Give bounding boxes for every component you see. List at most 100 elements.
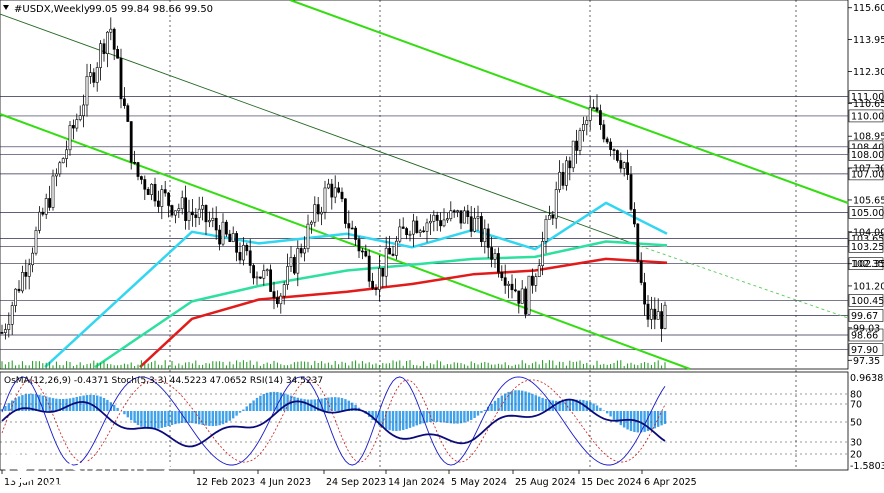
candle-body: [218, 229, 222, 245]
candle-body: [180, 197, 184, 210]
candle-body: [119, 57, 123, 100]
candle-body: [150, 183, 154, 195]
indicator-plots: [0, 376, 667, 466]
time-axis: 13 Jun 2021 12 Feb 2023 4 Jun 2023 24 Sep 2…: [1, 470, 697, 488]
price-tick-label: 104.00: [853, 227, 884, 238]
osma-bar: [466, 411, 469, 422]
time-label: 6 Apr 2025: [644, 477, 697, 488]
candle-body: [24, 272, 28, 277]
osma-bar: [323, 398, 327, 411]
osma-bar: [561, 400, 565, 411]
candle-body: [65, 149, 69, 159]
level-label: 103.25: [851, 242, 884, 253]
osma-bar: [459, 411, 463, 424]
osma-bar: [473, 411, 476, 418]
candle-body: [422, 230, 426, 233]
price-axis: 115.60 113.95 112.30 110.65 108.95 107.30 105.…: [848, 3, 884, 367]
candle-body: [221, 221, 225, 245]
candle-body: [656, 311, 660, 320]
indicator-level-label: 70: [850, 400, 862, 411]
candle-body: [388, 247, 392, 255]
price-tick-label: 110.65: [853, 99, 884, 110]
candle-body: [534, 276, 538, 286]
osma-axis-bottom: -1.5803: [850, 461, 884, 472]
osma-bar: [160, 411, 163, 428]
candle-body: [588, 107, 592, 121]
osma-bar: [109, 402, 112, 411]
osma-bar: [174, 411, 177, 425]
osma-bar: [113, 404, 116, 411]
osma-bar: [89, 394, 92, 411]
candle-body: [374, 288, 378, 290]
osma-bar: [408, 411, 412, 428]
osma-bar: [133, 411, 136, 423]
osma-bar: [249, 403, 252, 411]
candle-body: [184, 197, 188, 221]
candle-body: [479, 216, 483, 243]
osma-bar: [130, 411, 133, 421]
candle-body: [609, 141, 613, 150]
osma-bar: [0, 409, 4, 411]
candle-body: [136, 162, 140, 177]
candle-body: [0, 332, 4, 334]
candle-body: [347, 223, 351, 229]
osma-bar: [595, 405, 599, 411]
osma-bar: [51, 398, 55, 411]
osma-bar: [269, 392, 272, 411]
candle-body: [194, 214, 198, 218]
candle-body: [242, 244, 245, 261]
ohlc-label: 99.05 99.84 98.66 99.50: [89, 4, 213, 15]
candle-body: [330, 183, 334, 198]
osma-bar: [606, 411, 609, 414]
candle-body: [123, 98, 126, 106]
candle-body: [377, 267, 381, 290]
candle-body: [61, 158, 65, 164]
time-label: 4 Jun 2023: [260, 477, 311, 488]
osma-bar: [388, 411, 391, 431]
candle-body: [425, 222, 429, 232]
osma-axis-top: 0.9638: [850, 373, 883, 384]
candle-body: [85, 76, 89, 106]
osma-bar: [640, 411, 643, 433]
candle-body: [174, 210, 177, 216]
candle-body: [337, 187, 341, 193]
osma-bar: [650, 411, 653, 430]
candle-body: [639, 260, 643, 283]
long-trend-extension: [639, 245, 849, 319]
candle-body: [411, 220, 415, 235]
osma-bar: [490, 403, 493, 411]
osma-bar: [381, 411, 384, 428]
candle-body: [275, 297, 279, 305]
candle-body: [323, 187, 327, 213]
osma-bar: [436, 411, 439, 422]
candle-body: [143, 179, 147, 190]
osma-bar: [167, 411, 170, 426]
level-label: 103.65: [851, 234, 884, 245]
candle-body: [408, 233, 412, 236]
candle-body: [78, 115, 82, 120]
candle-body: [296, 248, 300, 274]
osma-bar: [663, 411, 667, 424]
collapse-arrow-icon[interactable]: [3, 5, 9, 10]
osma-bar: [181, 411, 184, 423]
candle-body: [493, 253, 497, 260]
osma-bar: [646, 411, 650, 431]
osma-bar: [575, 399, 578, 411]
osma-bar: [565, 400, 568, 411]
candle-body: [204, 205, 208, 223]
candle-body: [371, 280, 375, 289]
osma-bar: [313, 399, 316, 411]
candle-body: [490, 247, 494, 260]
candle-body: [316, 204, 320, 215]
osma-bar: [272, 391, 276, 411]
osma-bar: [633, 411, 636, 432]
candle-body: [622, 162, 626, 169]
upper-channel-line: [289, 0, 849, 204]
level-label: 108.00: [851, 150, 884, 161]
candle-body: [231, 233, 235, 242]
level-label: 107.00: [851, 169, 884, 180]
candle-body: [558, 171, 562, 190]
candle-body: [449, 210, 453, 219]
